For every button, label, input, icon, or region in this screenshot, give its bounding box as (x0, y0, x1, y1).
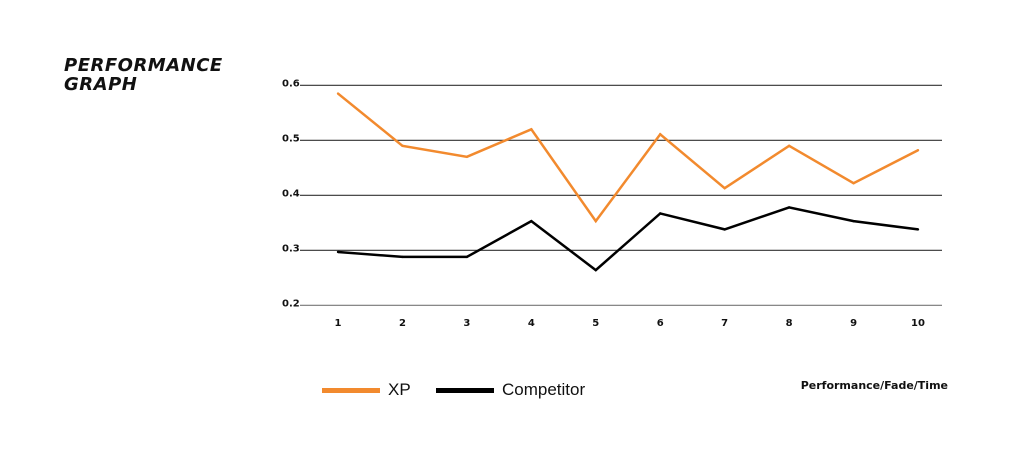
x-tick-label: 4 (528, 318, 535, 329)
data-point (723, 186, 726, 190)
data-point (916, 149, 920, 152)
x-axis-label: Performance/Fade/Time (800, 379, 948, 392)
x-tick-label: 5 (592, 318, 599, 329)
y-tick-label: 0.2 (282, 298, 300, 309)
data-point (336, 92, 340, 95)
legend-label-xp: XP (388, 380, 411, 399)
data-point (852, 182, 855, 185)
y-tick-label: 0.4 (282, 188, 300, 199)
y-tick-label: 0.6 (282, 78, 300, 89)
legend-swatch-competitor (436, 387, 494, 393)
data-point (723, 228, 726, 231)
legend-label-competitor: Competitor (502, 380, 586, 399)
data-point (787, 206, 791, 209)
data-point (659, 212, 662, 215)
chart-title: PERFORMANCE GRAPH (64, 55, 223, 95)
x-tick-label: 9 (850, 318, 857, 329)
x-tick-label: 1 (335, 318, 342, 329)
legend-item-xp: XP (322, 380, 411, 400)
data-point (336, 250, 340, 254)
x-tick-label: 10 (911, 318, 925, 329)
data-point (916, 228, 920, 231)
x-tick-label: 8 (786, 318, 793, 329)
y-tick-label: 0.3 (282, 243, 300, 254)
data-point (401, 144, 404, 147)
x-tick-label: 7 (721, 318, 728, 329)
legend-swatch-xp (322, 387, 380, 393)
x-tick-label: 6 (657, 318, 664, 329)
data-point (659, 133, 662, 136)
series-line-xp (337, 92, 919, 224)
data-point (852, 219, 855, 223)
data-point (530, 128, 533, 131)
x-tick-label: 2 (399, 318, 406, 329)
data-point (594, 268, 597, 272)
series-line-competitor (337, 206, 919, 272)
data-point (787, 144, 791, 147)
data-point (594, 219, 597, 223)
legend-item-competitor: Competitor (436, 380, 585, 400)
data-point (465, 255, 469, 259)
data-point (465, 155, 469, 158)
data-point (401, 255, 404, 259)
x-tick-label: 3 (463, 318, 470, 329)
data-point (530, 219, 533, 223)
y-tick-label: 0.5 (282, 133, 300, 144)
